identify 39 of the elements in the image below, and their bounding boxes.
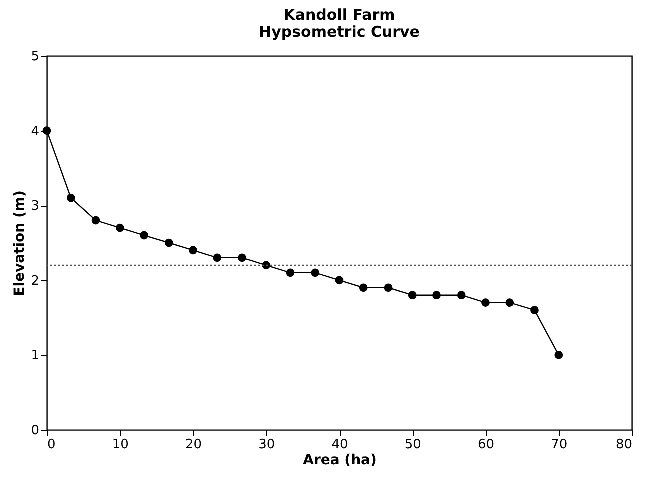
point [189,246,198,255]
point [457,291,466,300]
point [238,254,246,262]
point [432,291,441,300]
point [506,298,514,308]
y-tick-label: 5 [31,50,40,64]
x-tick-label: 70 [551,438,568,452]
chart-title: Kandoll Farm Hypsometric Curve [259,6,420,41]
point [384,284,393,292]
x-tick-label: 0 [48,438,56,452]
point [140,231,148,240]
x-tick-label: 60 [478,438,495,452]
point [335,276,344,285]
y-tick-label: 3 [31,199,40,214]
point [66,194,76,202]
y-tick-label: 2 [31,274,40,289]
x-tick-label: 20 [185,438,202,452]
point [262,261,271,270]
point [213,254,222,262]
point [359,284,368,292]
point [554,351,564,360]
y-axis-title: Elevation (m) [12,190,28,296]
y-tick-label: 4 [31,124,40,140]
x-tick-label: 50 [404,438,422,452]
point [408,291,417,300]
point [530,306,539,314]
y-tick-label: 0 [31,424,40,438]
y-tick-label: 1 [31,348,40,364]
x-tick-label: 10 [112,438,129,452]
point [164,238,174,248]
x-axis-title: Area (ha) [303,452,377,468]
x-tick-label: 80 [616,438,632,452]
point [286,268,295,278]
point [116,224,124,232]
point [311,268,320,278]
x-tick-label: 30 [258,438,276,452]
x-tick-label: 40 [332,438,348,452]
point [92,216,100,225]
point [482,298,490,308]
